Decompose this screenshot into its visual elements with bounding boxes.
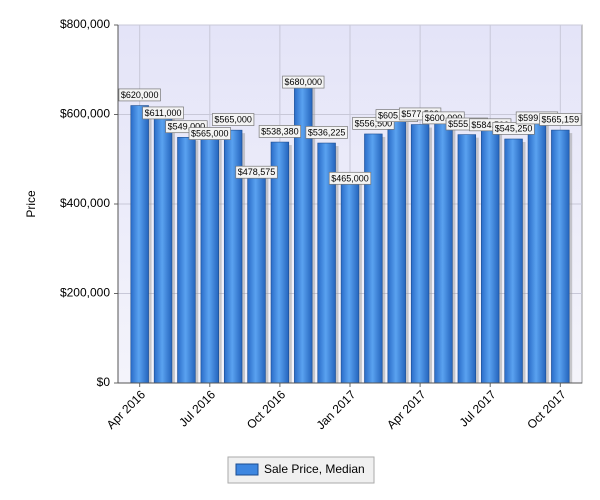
y-tick-label: $400,000 <box>60 196 110 210</box>
value-label-text: $605,000 <box>378 111 416 121</box>
value-label: $620,000 <box>118 88 161 102</box>
x-tick-label: Oct 2016 <box>244 387 289 432</box>
value-label-box <box>142 106 184 120</box>
bar <box>504 138 523 384</box>
value-label-text: $478,575 <box>238 167 276 177</box>
value-label-text: $549,000 <box>168 122 206 132</box>
value-label-text: $565,000 <box>214 115 252 125</box>
legend-swatch <box>235 463 259 476</box>
value-label-text: $465,000 <box>331 173 369 183</box>
bar <box>387 111 406 384</box>
bar <box>434 114 453 384</box>
value-label-box <box>282 75 325 89</box>
value-label-text: $577,500 <box>401 109 439 119</box>
value-label: $565,000 <box>212 113 255 126</box>
x-tick-label: Jan 2017 <box>314 387 359 432</box>
bar <box>364 133 383 384</box>
legend: Sale Price, Median <box>227 456 375 484</box>
bar <box>457 134 477 384</box>
value-label: $680,000 <box>282 75 325 89</box>
y-tick-label: $600,000 <box>60 107 110 121</box>
value-label-box <box>305 126 348 139</box>
bar <box>177 137 196 384</box>
value-label-box <box>188 127 231 140</box>
value-label-text: $555,000 <box>448 119 486 129</box>
value-label-box <box>328 171 372 185</box>
value-label: $478,575 <box>235 165 278 179</box>
value-label: $611,000 <box>142 106 184 120</box>
bar <box>200 129 219 384</box>
value-label-box <box>212 113 255 126</box>
bar <box>527 114 547 384</box>
x-tick-label: Oct 2017 <box>524 387 569 432</box>
value-label-text: $536,225 <box>308 127 346 137</box>
bar <box>294 78 313 384</box>
value-label-box <box>118 88 161 102</box>
value-label-text: $565,159 <box>542 114 580 124</box>
value-label-text: $538,380 <box>261 126 299 136</box>
value-label-box <box>258 125 302 138</box>
value-label-text: $620,000 <box>121 90 159 100</box>
value-label-text: $599,900 <box>518 113 556 123</box>
value-label-text: $680,000 <box>284 77 322 87</box>
x-tick-label: Apr 2017 <box>384 387 429 432</box>
value-label-text: $584,500 <box>471 120 509 130</box>
value-label: $536,225 <box>305 126 348 139</box>
value-label-text: $611,000 <box>145 108 182 118</box>
value-label-text: $556,500 <box>355 118 393 128</box>
x-tick-label: Jul 2017 <box>457 387 499 429</box>
value-label-box <box>235 165 278 179</box>
bar <box>481 121 500 384</box>
bar <box>410 124 430 384</box>
value-label-box <box>492 122 535 135</box>
bar <box>153 109 173 384</box>
bar <box>130 105 149 384</box>
bar <box>247 168 266 384</box>
y-tick-label: $200,000 <box>60 286 110 300</box>
value-label: $538,380 <box>258 125 302 138</box>
value-label: $545,250 <box>492 122 535 135</box>
y-axis-label: Price <box>24 190 38 218</box>
x-tick-label: Apr 2016 <box>104 387 149 432</box>
x-tick-label: Jul 2016 <box>176 387 218 429</box>
value-label: $565,159 <box>539 113 582 126</box>
bar <box>340 174 360 384</box>
value-label-text: $565,000 <box>191 129 229 139</box>
bar <box>551 129 570 384</box>
legend-label: Sale Price, Median <box>264 462 365 476</box>
y-tick-label: $0 <box>97 375 111 389</box>
y-tick-label: $800,000 <box>60 17 110 31</box>
value-label-box <box>539 113 582 126</box>
value-label: $565,000 <box>188 127 231 140</box>
value-label: $465,000 <box>328 171 372 185</box>
value-label-text: $545,250 <box>495 123 533 133</box>
value-label-text: $600,000 <box>425 113 463 123</box>
